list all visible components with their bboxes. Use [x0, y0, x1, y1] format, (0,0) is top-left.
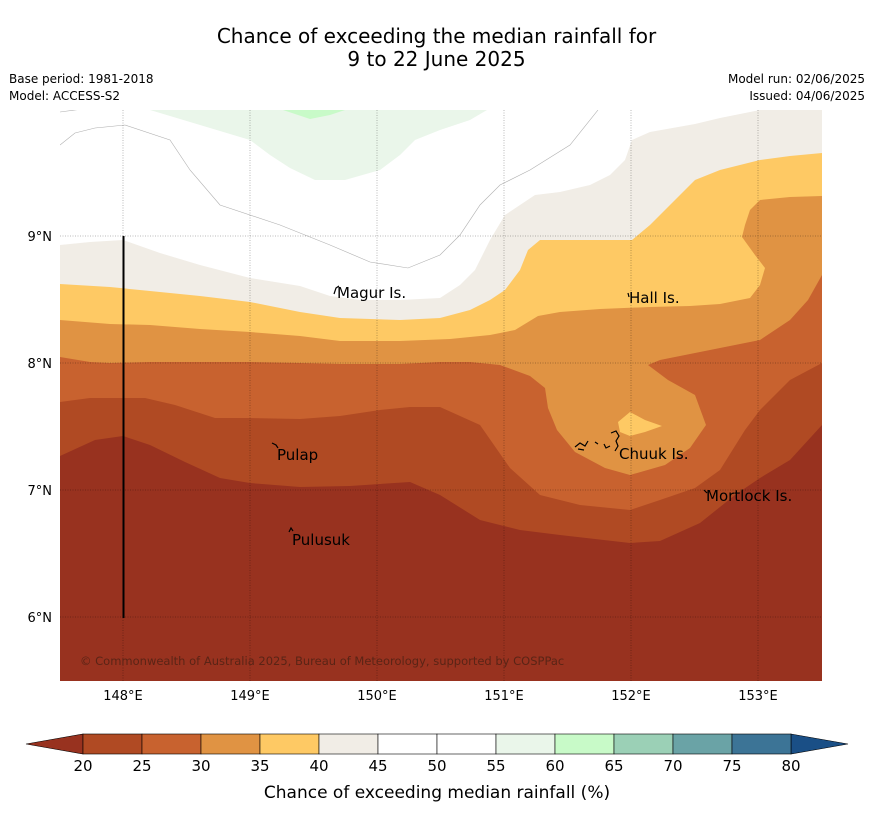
colorbar-tick-label: 40	[309, 757, 328, 775]
contour-lines	[60, 110, 599, 269]
colorbar-tick-label: 50	[427, 757, 446, 775]
issued-text: Issued: 04/06/2025	[749, 89, 865, 103]
colorbar-segment	[259, 733, 320, 755]
colorbar-under-arrow	[25, 733, 84, 755]
label-hall: Hall Is.	[629, 289, 680, 307]
map-title-line1: Chance of exceeding the median rainfall …	[216, 24, 657, 48]
lat-tick-7: 7°N	[28, 484, 53, 499]
lon-tick-151: 151°E	[484, 689, 524, 704]
colorbar-over-arrow	[790, 733, 849, 755]
colorbar-tick-label: 30	[191, 757, 210, 775]
base-period-text: Base period: 1981-2018	[9, 72, 154, 86]
colorbar: 20 25 30 35 40 45 50 55 60 65 70 75 80	[25, 733, 849, 775]
lat-tick-6: 6°N	[28, 611, 53, 626]
label-chuuk: Chuuk Is.	[619, 445, 688, 463]
map-plot-area: © Commonwealth of Australia 2025, Bureau…	[60, 110, 822, 681]
pulusuk-island-shape	[288, 526, 294, 533]
lon-tick-150: 150°E	[357, 689, 397, 704]
colorbar-segment	[82, 733, 143, 755]
lon-tick-149: 149°E	[230, 689, 270, 704]
magur-island-shape	[333, 285, 340, 295]
colorbar-label: Chance of exceeding median rainfall (%)	[264, 783, 610, 803]
colorbar-tick-label: 45	[368, 757, 387, 775]
colorbar-segment	[613, 733, 674, 755]
colorbar-tick-label: 20	[73, 757, 92, 775]
colorbar-tick-label: 75	[722, 757, 741, 775]
label-mortlock: Mortlock Is.	[706, 487, 792, 505]
colorbar-segment	[672, 733, 733, 755]
colorbar-tick-label: 80	[781, 757, 800, 775]
colorbar-segment	[318, 733, 379, 755]
band-35-40-pocket	[618, 412, 662, 436]
band-55-60	[150, 110, 487, 180]
model-text: Model: ACCESS-S2	[9, 89, 121, 103]
colorbar-segment	[377, 733, 438, 755]
chuuk-lagoon-shape	[574, 430, 620, 452]
colorbar-segment	[495, 733, 556, 755]
lon-tick-153: 153°E	[738, 689, 778, 704]
colorbar-tick-label: 35	[250, 757, 269, 775]
colorbar-tick-label: 70	[663, 757, 682, 775]
colorbar-segment	[731, 733, 792, 755]
map-title-line2: 9 to 22 June 2025	[347, 47, 526, 71]
pulap-island-shape	[271, 442, 279, 449]
hall-island-shape	[627, 292, 630, 298]
colorbar-tick-label: 60	[545, 757, 564, 775]
model-run-text: Model run: 02/06/2025	[727, 72, 865, 86]
lon-tick-152: 152°E	[611, 689, 651, 704]
colorbar-segment	[141, 733, 202, 755]
colorbar-tick-label: 25	[132, 757, 151, 775]
colorbar-segment	[554, 733, 615, 755]
colorbar-tick-label: 55	[486, 757, 505, 775]
colorbar-tick-label: 65	[604, 757, 623, 775]
band-45-55	[60, 110, 822, 300]
mortlock-island-shape	[703, 489, 708, 494]
label-pulusuk: Pulusuk	[292, 531, 350, 549]
lon-tick-148: 148°E	[103, 689, 143, 704]
lat-tick-8: 8°N	[28, 357, 53, 372]
label-pulap: Pulap	[277, 446, 318, 464]
colorbar-segment	[436, 733, 497, 755]
colorbar-segment	[200, 733, 261, 755]
lat-tick-9: 9°N	[28, 230, 53, 245]
island-shapes	[271, 285, 708, 533]
band-60-65	[283, 110, 345, 119]
copyright-text: © Commonwealth of Australia 2025, Bureau…	[80, 654, 564, 668]
label-magur: Magur Is.	[337, 284, 406, 302]
